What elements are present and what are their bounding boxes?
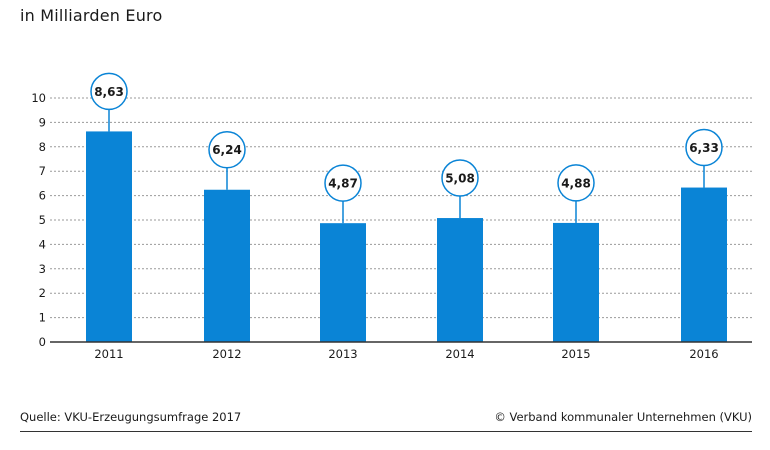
value-label: 5,08 [445, 172, 475, 186]
bar [204, 189, 250, 342]
value-label: 4,87 [328, 177, 358, 191]
y-tick-label: 8 [39, 140, 46, 154]
y-tick-label: 0 [39, 335, 46, 349]
grid-lines [50, 97, 752, 319]
value-label: 8,63 [94, 85, 124, 99]
unit-label: in Milliarden Euro [20, 6, 163, 25]
y-tick-label: 4 [39, 237, 46, 251]
x-axis-ticks: 2011 2012 2013 2014 2015 2016 [94, 347, 718, 361]
source-note: Quelle: VKU-Erzeugungsumfrage 2017 [20, 410, 242, 424]
bar [681, 187, 727, 342]
x-tick-label: 2012 [212, 347, 241, 361]
y-tick-label: 5 [39, 213, 46, 227]
y-tick-label: 9 [39, 115, 46, 129]
y-tick-label: 2 [39, 286, 46, 300]
footer-divider [20, 431, 752, 432]
y-tick-label: 10 [31, 91, 46, 105]
value-label-bubble [557, 164, 595, 202]
copyright-note: © Verband kommunaler Unternehmen (VKU) [494, 410, 752, 424]
value-label-bubble [441, 159, 479, 197]
value-label-bubble [685, 128, 723, 167]
y-tick-label: 7 [39, 164, 46, 178]
x-tick-label: 2015 [561, 347, 590, 361]
bar [437, 218, 483, 342]
x-tick-label: 2016 [689, 347, 718, 361]
x-tick-label: 2013 [328, 347, 357, 361]
bar [86, 131, 132, 342]
y-tick-label: 3 [39, 262, 46, 276]
value-label-bubble [324, 164, 362, 202]
value-labels: 8,63 6,24 4,87 5,08 4,88 6,33 [90, 72, 723, 224]
value-label-bubble [208, 130, 246, 169]
value-label: 6,24 [212, 143, 242, 157]
x-tick-label: 2011 [94, 347, 123, 361]
bar [320, 223, 366, 342]
bar-chart: 0 1 2 3 4 5 6 7 8 9 10 2011 2012 2013 2014 2015 2016 8,… [31, 72, 752, 361]
bar [553, 222, 599, 342]
y-tick-label: 6 [39, 189, 46, 203]
y-axis-ticks: 0 1 2 3 4 5 6 7 8 9 10 [31, 91, 46, 349]
x-tick-label: 2014 [445, 347, 474, 361]
bars [86, 131, 727, 342]
y-tick-label: 1 [39, 311, 46, 325]
value-label: 4,88 [561, 176, 591, 190]
value-label-bubble [90, 72, 128, 111]
value-label: 6,33 [689, 141, 719, 155]
